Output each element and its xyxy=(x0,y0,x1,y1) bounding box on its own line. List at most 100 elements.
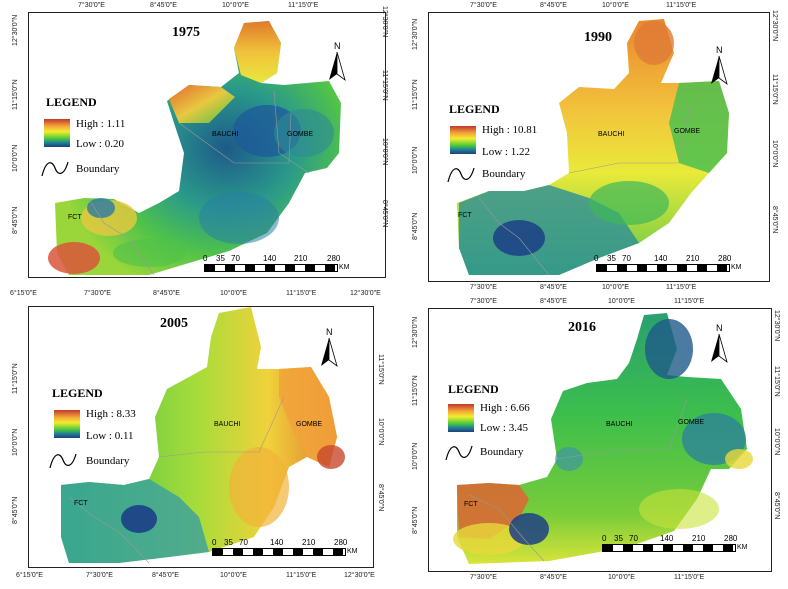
left-tick: 11°15'0"N xyxy=(412,375,419,406)
bottom-tick: 7°30'0"E xyxy=(86,572,113,579)
bottom-tick: 10°0'0"E xyxy=(608,574,635,581)
top-tick: 11°15'0"E xyxy=(288,2,319,9)
top-tick: 7°30'0"E xyxy=(470,298,497,305)
top-tick: 8°45'0"E xyxy=(540,2,567,9)
top-tick: 11°15'0"E xyxy=(674,298,705,305)
bottom-tick: 6°15'0"E xyxy=(16,572,43,579)
legend-high-label: High : 1.11 xyxy=(76,118,126,130)
left-tick: 8°45'0"N xyxy=(12,206,19,234)
bottom-tick: 10°0'0"E xyxy=(602,284,629,291)
legend-high-label: High : 8.33 xyxy=(86,408,136,420)
heatmap-1975 xyxy=(48,21,341,275)
region-label-bauchi: BAUCHI xyxy=(598,131,625,138)
scale-label: 280 xyxy=(718,254,732,263)
right-tick: 12°30'0"N xyxy=(773,310,780,342)
bottom-tick: 12°30'0"E xyxy=(344,572,375,579)
map-panel-1990: 7°30'0"E 8°45'0"E 10°0'0"E 11°15'0"E 7°3… xyxy=(394,0,788,294)
north-arrow-icon: N xyxy=(321,327,338,368)
heatmap-2016 xyxy=(453,313,753,564)
scale-label: 35 xyxy=(224,538,233,547)
north-label: N xyxy=(334,41,341,51)
region-label-fct: FCT xyxy=(68,214,82,221)
scale-label: 35 xyxy=(607,254,616,263)
top-tick: 12°30'0"E xyxy=(350,290,381,297)
top-tick: 7°30'0"E xyxy=(470,2,497,9)
scale-label: 140 xyxy=(263,254,277,263)
top-tick: 7°30'0"E xyxy=(84,290,111,297)
scale-label: 0 xyxy=(602,534,607,543)
right-tick: 12°30'0"N xyxy=(771,10,778,42)
left-tick: 8°45'0"N xyxy=(12,496,19,524)
legend-color-ramp xyxy=(54,410,80,438)
scale-label: 210 xyxy=(686,254,700,263)
map-title: 1990 xyxy=(584,30,612,45)
map-panel-2005: 6°15'0"E 7°30'0"E 8°45'0"E 10°0'0"E 11°1… xyxy=(0,290,394,589)
left-tick: 11°15'0"N xyxy=(12,363,19,394)
left-tick: 12°30'0"N xyxy=(12,14,19,46)
north-label: N xyxy=(716,45,723,55)
scale-bar xyxy=(204,264,338,272)
scale-bar xyxy=(602,544,736,552)
boundary-line-icon xyxy=(49,453,77,469)
legend-heading: LEGEND xyxy=(46,95,97,109)
scale-label: 70 xyxy=(231,254,240,263)
map-title: 2005 xyxy=(160,316,188,331)
north-label: N xyxy=(716,323,723,333)
right-tick: 11°15'0"N xyxy=(771,74,778,105)
bottom-tick: 10°0'0"E xyxy=(220,572,247,579)
top-tick: 10°0'0"E xyxy=(608,298,635,305)
top-tick: 6°15'0"E xyxy=(10,290,37,297)
scale-label: 70 xyxy=(629,534,638,543)
left-tick: 10°0'0"N xyxy=(412,442,419,470)
bottom-tick: 11°15'0"E xyxy=(666,284,697,291)
legend-high-label: High : 10.81 xyxy=(482,124,538,136)
scale-label: 70 xyxy=(622,254,631,263)
legend-low-label: Low : 0.20 xyxy=(76,138,124,150)
legend-boundary-label: Boundary xyxy=(482,168,526,180)
legend-low-label: Low : 3.45 xyxy=(480,422,528,434)
bottom-tick: 11°15'0"E xyxy=(286,572,317,579)
left-tick: 12°30'0"N xyxy=(412,316,419,348)
region-label-gombe: GOMBE xyxy=(674,128,701,135)
right-tick: 10°0'0"N xyxy=(771,140,778,168)
region-label-gombe: GOMBE xyxy=(296,421,323,428)
legend-color-ramp xyxy=(450,126,476,154)
bottom-tick: 8°45'0"E xyxy=(540,574,567,581)
region-label-fct: FCT xyxy=(458,212,472,219)
north-arrow-icon: N xyxy=(329,41,346,82)
north-arrow-icon: N xyxy=(711,45,728,86)
right-tick: 8°45'0"N xyxy=(377,484,384,512)
scale-label: 0 xyxy=(212,538,217,547)
map-title: 2016 xyxy=(568,320,596,335)
bottom-tick: 8°45'0"E xyxy=(152,572,179,579)
heatmap-1990 xyxy=(457,19,729,276)
top-tick: 11°15'0"E xyxy=(286,290,317,297)
legend-boundary-label: Boundary xyxy=(76,163,120,175)
legend-color-ramp xyxy=(448,404,474,432)
top-tick: 8°45'0"E xyxy=(150,2,177,9)
boundary-line-icon xyxy=(447,167,475,183)
bottom-tick: 8°45'0"E xyxy=(540,284,567,291)
legend-boundary-label: Boundary xyxy=(480,446,524,458)
bottom-tick: 11°15'0"E xyxy=(674,574,705,581)
scale-label: 210 xyxy=(692,534,706,543)
scale-unit: KM xyxy=(731,264,742,271)
left-tick: 8°45'0"N xyxy=(412,506,419,534)
right-tick: 11°15'0"N xyxy=(773,366,780,397)
left-tick: 10°0'0"N xyxy=(12,428,19,456)
top-tick: 10°0'0"E xyxy=(222,2,249,9)
region-label-fct: FCT xyxy=(74,500,88,507)
scale-label: 210 xyxy=(302,538,316,547)
boundary-line-icon xyxy=(41,161,69,177)
top-tick: 10°0'0"E xyxy=(220,290,247,297)
bottom-tick: 7°30'0"E xyxy=(470,574,497,581)
legend-low-label: Low : 1.22 xyxy=(482,146,530,158)
right-tick: 8°45'0"N xyxy=(773,492,780,520)
scale-unit: KM xyxy=(339,264,350,271)
region-label-bauchi: BAUCHI xyxy=(212,131,239,138)
scale-label: 210 xyxy=(294,254,308,263)
left-tick: 8°45'0"N xyxy=(412,212,419,240)
scale-bar xyxy=(596,264,730,272)
left-tick: 11°15'0"N xyxy=(12,79,19,110)
top-tick: 8°45'0"E xyxy=(153,290,180,297)
